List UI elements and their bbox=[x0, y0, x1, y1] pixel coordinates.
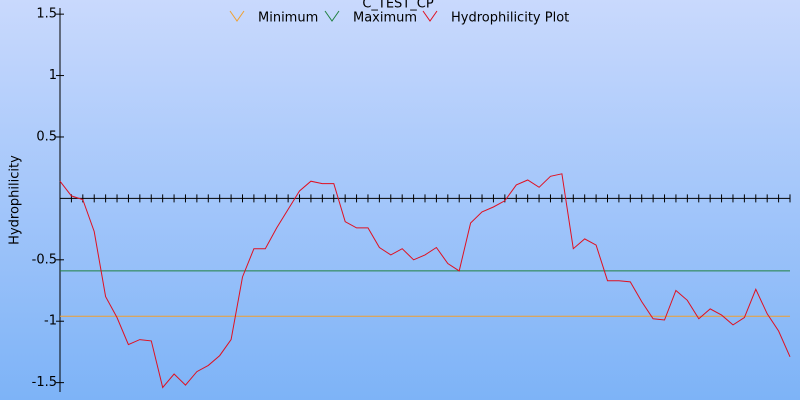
legend-icon bbox=[229, 10, 245, 22]
y-tick-label: -0.5 bbox=[32, 252, 57, 267]
data-line bbox=[59, 173, 791, 389]
y-tick-label: -1 bbox=[44, 314, 57, 329]
legend-label: Minimum bbox=[258, 11, 318, 26]
legend-label: Maximum bbox=[353, 11, 417, 26]
y-tick-label: 1.5 bbox=[36, 7, 57, 22]
y-tick-label: 1 bbox=[49, 68, 57, 83]
y-tick-label: -1.5 bbox=[32, 375, 57, 390]
legend-label: Hydrophilicity Plot bbox=[451, 11, 569, 26]
legend-icon bbox=[324, 10, 340, 22]
legend-icon bbox=[422, 10, 438, 22]
y-tick-label: 0.5 bbox=[36, 129, 57, 144]
y-axis-label: Hydrophilicity bbox=[8, 155, 23, 245]
chart-title: C_TEST_CP bbox=[362, 0, 434, 12]
